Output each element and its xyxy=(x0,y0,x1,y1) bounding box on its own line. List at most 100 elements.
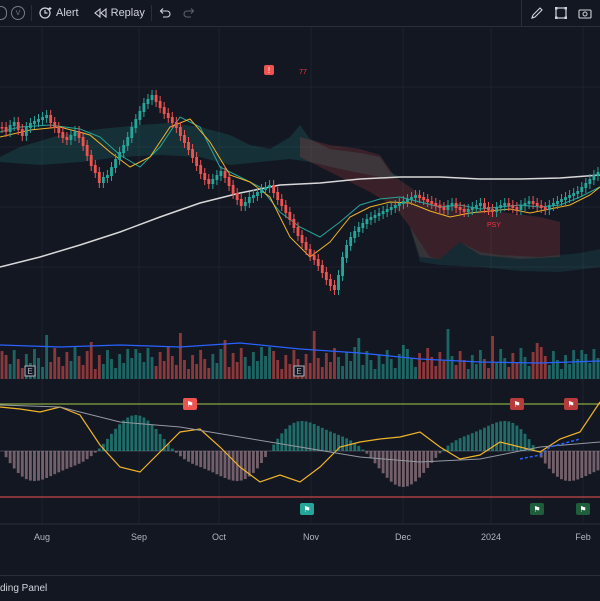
oscillator-badge[interactable]: ⚑ xyxy=(300,503,314,515)
pencil-icon[interactable] xyxy=(530,6,544,20)
histogram-bar xyxy=(143,418,146,451)
chevron-down-icon: V xyxy=(11,6,25,20)
fullscreen-icon[interactable] xyxy=(554,6,568,20)
candle-body xyxy=(220,171,223,176)
histogram-bar xyxy=(471,433,474,451)
candle-body xyxy=(305,242,308,250)
volume-bar xyxy=(211,354,214,379)
candle-body xyxy=(232,185,235,194)
histogram-bar xyxy=(187,451,190,462)
candle-body xyxy=(29,123,32,128)
volume-bar xyxy=(357,338,360,379)
candle-body xyxy=(5,127,8,132)
volume-bar xyxy=(21,368,24,379)
candle-body xyxy=(118,152,121,160)
redo-button[interactable] xyxy=(182,7,196,19)
toolbar-divider xyxy=(31,5,32,21)
candle-body xyxy=(576,191,579,194)
histogram-bar xyxy=(568,451,571,481)
histogram-bar xyxy=(86,451,89,459)
candle-body xyxy=(151,95,154,100)
histogram-bar xyxy=(203,451,206,469)
oscillator-badge[interactable]: ⚑ xyxy=(576,503,590,515)
volume-bar xyxy=(418,353,421,379)
volume-bar xyxy=(220,349,223,379)
candle-body xyxy=(183,135,186,143)
volume-bar xyxy=(329,362,332,379)
svg-text:⚑: ⚑ xyxy=(303,505,310,514)
volume-bar xyxy=(37,358,40,379)
histogram-bar xyxy=(29,451,32,481)
histogram-bar xyxy=(49,451,52,476)
candle-body xyxy=(511,205,514,208)
histogram-bar xyxy=(82,451,85,462)
candle-body xyxy=(597,172,600,176)
candle-body xyxy=(406,199,409,202)
volume-bar xyxy=(402,345,405,379)
volume-bar xyxy=(288,364,291,379)
volume-bar xyxy=(564,355,567,379)
histogram-bar xyxy=(584,451,587,476)
histogram-bar xyxy=(438,451,441,453)
candle-body xyxy=(321,265,324,273)
undo-button[interactable] xyxy=(158,7,172,19)
volume-bar xyxy=(443,361,446,379)
candle-body xyxy=(70,135,73,140)
candle-body xyxy=(503,203,506,206)
candle-body xyxy=(390,207,393,210)
volume-bar xyxy=(207,368,210,379)
candle-body xyxy=(224,171,227,178)
oscillator-badge[interactable]: ⚑ xyxy=(530,503,544,515)
volume-bar xyxy=(284,355,287,379)
trading-panel-tab[interactable]: ding Panel xyxy=(0,583,47,594)
candle-body xyxy=(13,122,16,126)
earnings-marker[interactable]: E xyxy=(25,366,35,376)
histogram-bar xyxy=(511,423,514,451)
candle-body xyxy=(463,209,466,212)
histogram-bar xyxy=(244,451,247,479)
indicators-button[interactable] xyxy=(0,6,7,20)
earnings-marker[interactable]: E xyxy=(294,366,304,376)
volume-bar xyxy=(394,368,397,379)
oscillator-badge[interactable]: ⚑ xyxy=(510,398,524,410)
candle-body xyxy=(297,227,300,236)
top-signal-label: 77 xyxy=(299,69,307,76)
candle-body xyxy=(288,212,291,220)
candle-body xyxy=(94,165,97,173)
camera-icon[interactable] xyxy=(578,6,592,20)
histogram-bar xyxy=(252,451,255,473)
volume-bar xyxy=(232,353,235,379)
replay-button[interactable]: Replay xyxy=(93,7,145,19)
histogram-bar xyxy=(349,440,352,451)
histogram-bar xyxy=(53,451,56,474)
volume-bar xyxy=(268,347,271,379)
candle-body xyxy=(78,131,81,138)
candle-body xyxy=(276,192,279,200)
volume-bar xyxy=(548,365,551,379)
volume-bar xyxy=(593,349,596,379)
x-axis-label-sep: Sep xyxy=(131,532,147,542)
indicator-templates-button[interactable]: V xyxy=(11,6,25,20)
oscillator-badge[interactable]: ⚑ xyxy=(564,398,578,410)
volume-bar xyxy=(151,357,154,379)
candle-body xyxy=(236,193,239,200)
volume-bar xyxy=(426,348,429,379)
histogram-bar xyxy=(406,451,409,486)
candle-body xyxy=(215,175,218,180)
histogram-bar xyxy=(183,451,186,459)
volume-bar xyxy=(584,354,587,379)
oscillator-badge[interactable]: ⚑ xyxy=(183,398,197,410)
volume-bar xyxy=(159,352,162,379)
volume-bar xyxy=(264,356,267,379)
price-chart[interactable]: ! 77 PSY E E ⚑ ⚑ ⚑ ⚑ ⚑ ⚑ xyxy=(0,27,600,575)
candle-body xyxy=(333,285,336,290)
histogram-bar xyxy=(386,451,389,478)
candle-body xyxy=(159,101,162,108)
histogram-bar xyxy=(410,451,413,484)
histogram-bar xyxy=(451,443,454,451)
ichimoku-cloud xyxy=(0,123,600,272)
histogram-bar xyxy=(390,451,393,482)
candle-body xyxy=(244,202,247,206)
svg-text:⚑: ⚑ xyxy=(533,505,540,514)
alert-button[interactable]: Alert xyxy=(38,6,79,20)
